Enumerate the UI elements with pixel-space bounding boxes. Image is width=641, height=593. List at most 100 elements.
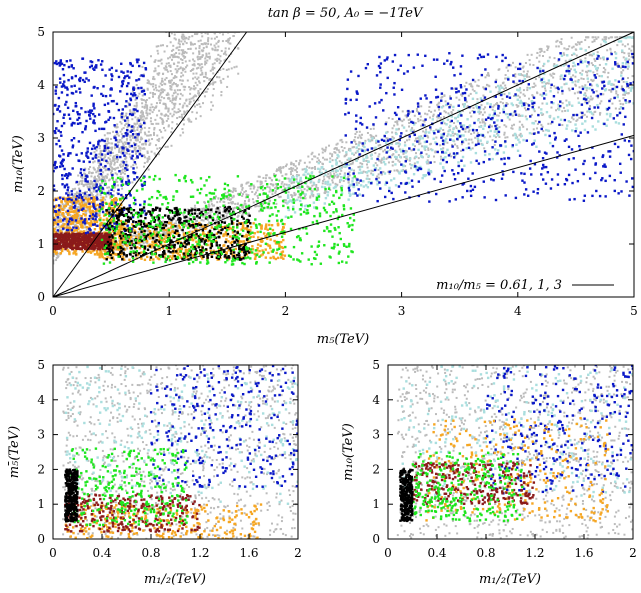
- data-point: [219, 200, 222, 203]
- data-point: [489, 129, 492, 133]
- data-point: [392, 177, 396, 180]
- data-point: [199, 73, 202, 76]
- data-point: [129, 136, 132, 139]
- data-point: [184, 60, 187, 63]
- data-point: [292, 176, 295, 179]
- data-point: [434, 151, 437, 154]
- data-point: [207, 40, 210, 43]
- data-point: [285, 188, 288, 191]
- data-point: [170, 85, 173, 88]
- data-point: [478, 107, 482, 111]
- data-point: [479, 121, 482, 124]
- data-point: [255, 191, 258, 194]
- data-point: [53, 221, 56, 225]
- data-point: [147, 134, 150, 137]
- data-point: [111, 151, 114, 154]
- data-point: [197, 216, 200, 219]
- data-point: [632, 102, 634, 105]
- data-point: [82, 184, 85, 187]
- data-point: [175, 222, 178, 225]
- data-point: [126, 105, 129, 108]
- data-point: [295, 175, 299, 178]
- data-point: [253, 193, 256, 196]
- data-point: [557, 103, 560, 106]
- data-point: [322, 179, 325, 182]
- data-point: [392, 137, 395, 140]
- data-point: [597, 120, 600, 123]
- data-point: [71, 221, 74, 225]
- data-point: [191, 35, 194, 38]
- data-point: [74, 187, 77, 190]
- data-point: [549, 89, 552, 93]
- data-point: [362, 159, 365, 162]
- data-point: [293, 191, 296, 194]
- data-point: [318, 153, 321, 156]
- data-point: [534, 120, 537, 123]
- data-point: [140, 110, 143, 113]
- data-point: [298, 162, 301, 165]
- data-point: [118, 141, 121, 144]
- data-point: [362, 170, 365, 173]
- data-point: [118, 151, 121, 154]
- data-point: [425, 128, 428, 131]
- data-point: [234, 202, 237, 205]
- data-point: [547, 129, 550, 133]
- data-point: [298, 186, 301, 190]
- data-point: [207, 203, 210, 206]
- data-point: [331, 153, 334, 156]
- data-point: [161, 122, 164, 125]
- data-point: [316, 160, 319, 163]
- data-point: [620, 85, 623, 88]
- data-point: [139, 146, 142, 149]
- data-point: [206, 59, 209, 62]
- data-point: [602, 39, 606, 43]
- data-point: [465, 81, 468, 84]
- data-point: [615, 90, 618, 93]
- data-point: [318, 178, 321, 181]
- data-point: [85, 228, 88, 231]
- data-point: [604, 68, 607, 71]
- data-point: [471, 97, 475, 101]
- data-point: [468, 129, 471, 132]
- data-point: [565, 48, 568, 51]
- data-point: [85, 196, 88, 199]
- data-point: [477, 85, 480, 88]
- data-point: [90, 172, 93, 175]
- data-point: [285, 183, 288, 186]
- data-point: [179, 79, 182, 82]
- data-point: [539, 67, 542, 71]
- data-point: [578, 43, 581, 46]
- data-point: [624, 36, 628, 40]
- data-point: [61, 214, 64, 217]
- data-point: [519, 73, 522, 76]
- data-point: [154, 144, 157, 147]
- data-point: [212, 87, 215, 90]
- data-point: [347, 181, 350, 184]
- data-point: [538, 60, 541, 63]
- data-point: [103, 134, 106, 137]
- data-point: [458, 98, 461, 101]
- data-point: [126, 126, 129, 129]
- data-point: [290, 193, 293, 196]
- data-point: [129, 134, 132, 137]
- data-point: [300, 204, 304, 208]
- data-point: [615, 92, 618, 95]
- data-point: [370, 157, 373, 160]
- data-point: [77, 217, 80, 220]
- data-point: [606, 76, 609, 79]
- data-point: [307, 155, 310, 158]
- data-point: [157, 73, 160, 76]
- data-point: [93, 177, 96, 180]
- data-point: [461, 94, 464, 97]
- data-point: [468, 124, 472, 127]
- data-point: [158, 147, 161, 150]
- data-point: [125, 160, 128, 163]
- data-point: [562, 106, 565, 109]
- data-point: [584, 84, 587, 87]
- data-point: [175, 224, 178, 227]
- data-point: [465, 100, 468, 103]
- data-point: [135, 134, 138, 137]
- data-point: [398, 171, 401, 174]
- data-point: [139, 131, 142, 134]
- data-point: [546, 49, 549, 52]
